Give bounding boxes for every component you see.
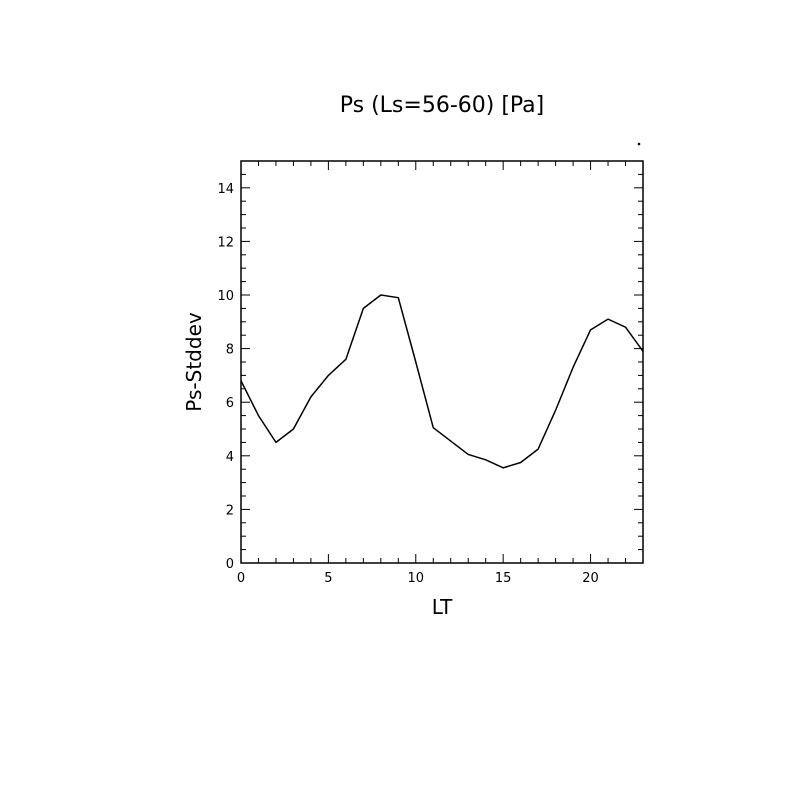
x-tick-label: 5	[324, 571, 332, 586]
y-tick-label: 12	[217, 235, 234, 250]
y-tick-label: 6	[226, 396, 234, 411]
y-axis-label: Ps-Stddev	[182, 312, 206, 412]
y-tick-label: 0	[226, 557, 234, 572]
x-tick-label: 10	[408, 571, 425, 586]
x-tick-label: 20	[582, 571, 599, 586]
y-tick-label: 8	[226, 343, 234, 358]
tick-labels: 0 2 4 6 8 10 12 14 0 5 10 15 20	[217, 182, 598, 586]
x-tick-label: 0	[237, 571, 245, 586]
plot-frame	[240, 160, 644, 564]
axis-ticks	[240, 160, 644, 564]
series-line	[240, 294, 644, 469]
y-tick-label: 10	[217, 289, 234, 304]
series-group	[240, 294, 644, 469]
y-tick-label: 14	[217, 182, 234, 197]
y-tick-label: 4	[226, 450, 234, 465]
chart-title: Ps (Ls=56-60) [Pa]	[340, 93, 545, 118]
x-tick-label: 15	[495, 571, 512, 586]
corner-dot-marker	[637, 142, 641, 146]
x-axis-label: LT	[432, 595, 453, 619]
y-tick-label: 2	[226, 503, 234, 518]
